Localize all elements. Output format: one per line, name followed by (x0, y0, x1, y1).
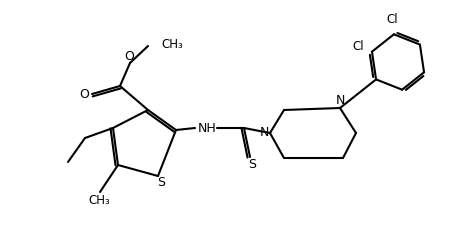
Text: O: O (124, 51, 134, 63)
Text: CH₃: CH₃ (88, 194, 110, 206)
Text: S: S (248, 159, 256, 172)
Text: Cl: Cl (352, 40, 364, 53)
Text: N: N (259, 126, 269, 139)
Text: CH₃: CH₃ (161, 38, 183, 51)
Text: O: O (79, 88, 89, 101)
Text: NH: NH (197, 122, 217, 135)
Text: N: N (336, 93, 345, 106)
Text: Cl: Cl (386, 13, 398, 26)
Text: S: S (157, 177, 165, 190)
